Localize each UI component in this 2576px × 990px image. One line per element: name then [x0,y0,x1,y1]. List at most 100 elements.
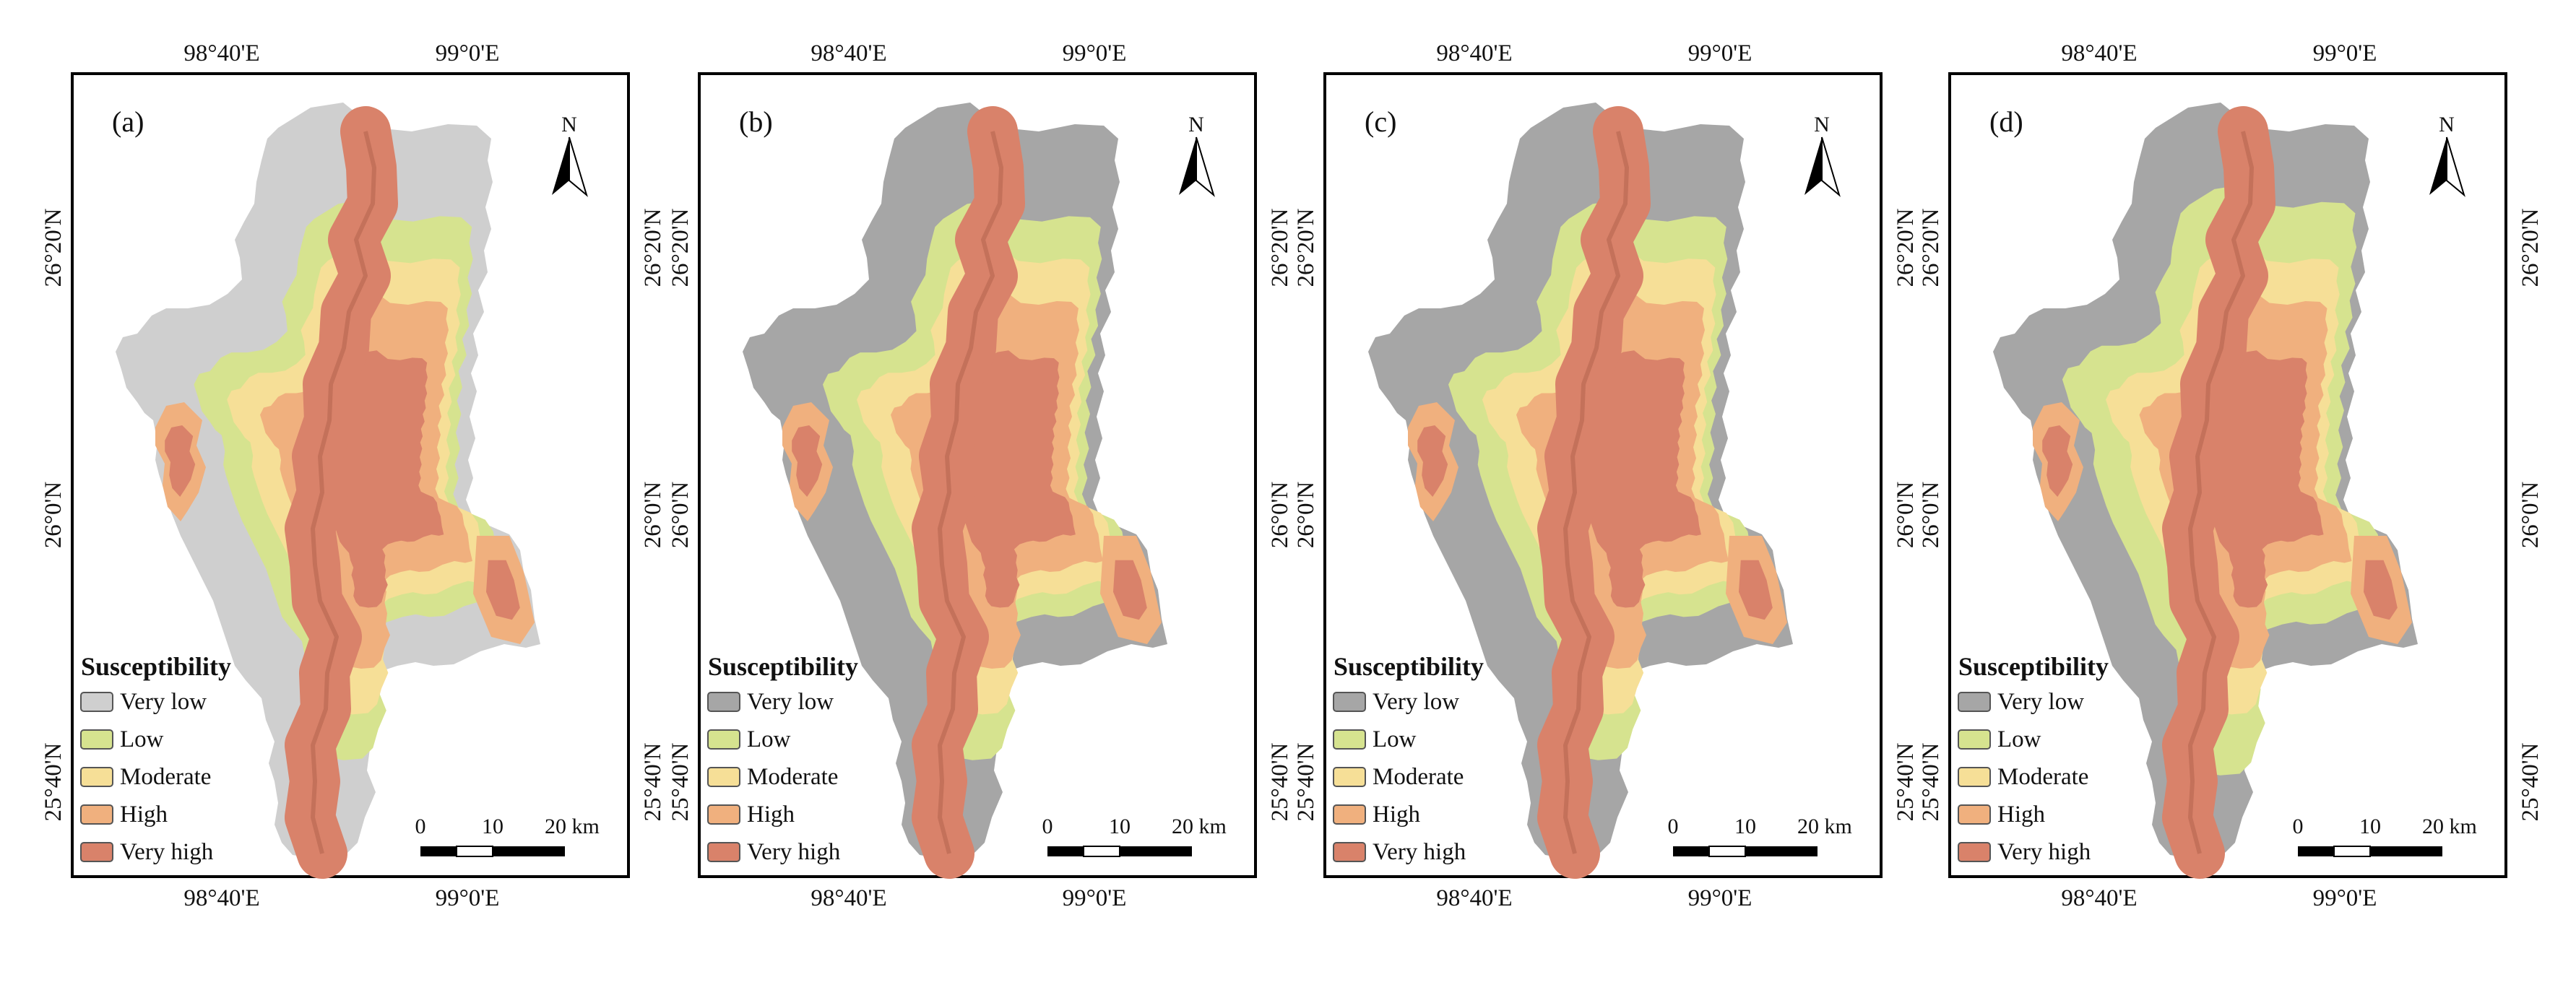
longitude-label-bottom: 98°40'E [183,885,259,911]
scale-bar-segment [2370,846,2442,856]
susceptibility-map [116,103,540,879]
longitude-label-top: 99°0'E [1063,40,1127,66]
latitude-label-left: 25°40'N [1918,742,1944,821]
scale-bar-segment [1120,846,1192,856]
legend-swatch [1333,804,1366,825]
longitude-label-top: 98°40'E [2061,40,2137,66]
north-arrow-icon: N [1179,113,1215,197]
latitude-label-left: 26°0'N [667,482,693,549]
latitude-label-left: 25°40'N [667,742,693,821]
legend-swatch [1958,692,1991,712]
north-arrow-right-half [569,136,588,197]
scale-tick-label: 10 [1734,815,1756,838]
north-label: N [561,113,577,136]
scale-bar-segment [420,846,457,856]
scale-tick-label: 10 [2359,815,2381,838]
legend-swatch [707,804,740,825]
legend-swatch [707,692,740,712]
north-label: N [2439,113,2455,136]
latitude-label-left: 26°20'N [1918,208,1944,287]
north-arrow-icon: N [552,113,588,197]
zone-very-high-west [2042,425,2073,497]
north-arrow-left-half [552,137,569,195]
scale-bar-segment [1745,846,1818,856]
longitude-label-top: 98°40'E [1436,40,1512,66]
latitude-label-right: 25°40'N [640,742,666,821]
latitude-label-right: 25°40'N [1893,742,1919,821]
latitude-label-left: 26°0'N [40,482,66,549]
map-panel: (a) N Susceptibility Very low Low Moderate Hig… [40,40,666,911]
legend-label: Low [747,726,791,752]
longitude-label-bottom: 99°0'E [1688,885,1752,911]
legend-swatch [707,767,740,787]
zone-very-high-west [165,425,196,497]
scale-bar-segment [2298,846,2334,856]
north-arrow-icon: N [1805,113,1841,197]
scale-bar: 0 10 20 km [1042,815,1227,857]
legend: Susceptibility Very low Low Moderate High Ver… [1333,652,1484,865]
scale-tick-label: 20 km [2422,815,2477,838]
scale-bar-segment [1708,846,1746,857]
legend: Susceptibility Very low Low Moderate High Ver… [1958,652,2109,865]
legend-label: Moderate [747,764,838,790]
latitude-label-left: 25°40'N [1293,742,1319,821]
legend-label: Low [1373,726,1417,752]
scale-bar: 0 10 20 km [415,815,600,857]
scale-bar-segment [1047,846,1084,856]
scale-bar: 0 10 20 km [2293,815,2477,857]
latitude-label-left: 26°20'N [40,208,66,287]
scale-tick-label: 20 km [1172,815,1227,838]
legend-label: Very low [1373,689,1459,715]
legend-swatch [80,729,113,750]
latitude-label-left: 26°20'N [1293,208,1319,287]
longitude-label-bottom: 99°0'E [1063,885,1127,911]
legend-swatch [1333,767,1366,787]
legend-swatch [1958,729,1991,750]
legend-label: Very low [1997,689,2084,715]
legend-title: Susceptibility [708,652,858,681]
legend: Susceptibility Very low Low Moderate High Ver… [80,652,231,865]
panel-label: (b) [739,105,773,138]
legend-label: Low [120,726,164,752]
zone-very-high-west [792,425,823,497]
scale-bar-segment [2333,846,2371,857]
legend-label: Moderate [120,764,211,790]
legend-title: Susceptibility [1334,652,1484,681]
longitude-label-bottom: 99°0'E [436,885,500,911]
scale-bar-segment [1083,846,1120,857]
scale-tick-label: 0 [415,815,426,838]
zone-very-high-southeast [486,560,520,620]
latitude-label-left: 26°0'N [1918,482,1944,549]
zone-very-high [2179,350,2324,608]
river-line [938,131,1003,854]
latitude-label-right: 26°0'N [2517,482,2543,549]
panel-label: (c) [1365,105,1396,138]
legend-swatch [80,767,113,787]
susceptibility-map [1993,103,2418,879]
north-label: N [1188,113,1204,136]
latitude-label-right: 26°20'N [640,208,666,287]
latitude-label-left: 26°0'N [1293,482,1319,549]
legend-title: Susceptibility [81,652,231,681]
longitude-label-bottom: 98°40'E [811,885,886,911]
legend-swatch [1333,729,1366,750]
north-arrow-icon: N [2429,113,2465,197]
latitude-label-right: 26°0'N [640,482,666,549]
latitude-label-right: 26°20'N [1267,208,1293,287]
legend-swatch [80,842,113,862]
legend-swatch [707,729,740,750]
north-arrow-left-half [1805,137,1822,195]
panel-label: (a) [112,105,144,138]
legend-label: Very high [1373,839,1466,865]
legend-label: High [747,802,795,828]
map-panel: (c) N Susceptibility Very low Low Moderate Hig… [1293,40,1919,911]
latitude-label-left: 25°40'N [40,742,66,821]
susceptibility-map [1368,103,1793,879]
scale-tick-label: 20 km [1797,815,1852,838]
longitude-label-top: 98°40'E [811,40,886,66]
river-line [1563,131,1629,854]
north-arrow-right-half [1196,136,1215,197]
longitude-label-top: 99°0'E [436,40,500,66]
zone-very-high-southeast [1113,560,1147,620]
legend-swatch [80,804,113,825]
